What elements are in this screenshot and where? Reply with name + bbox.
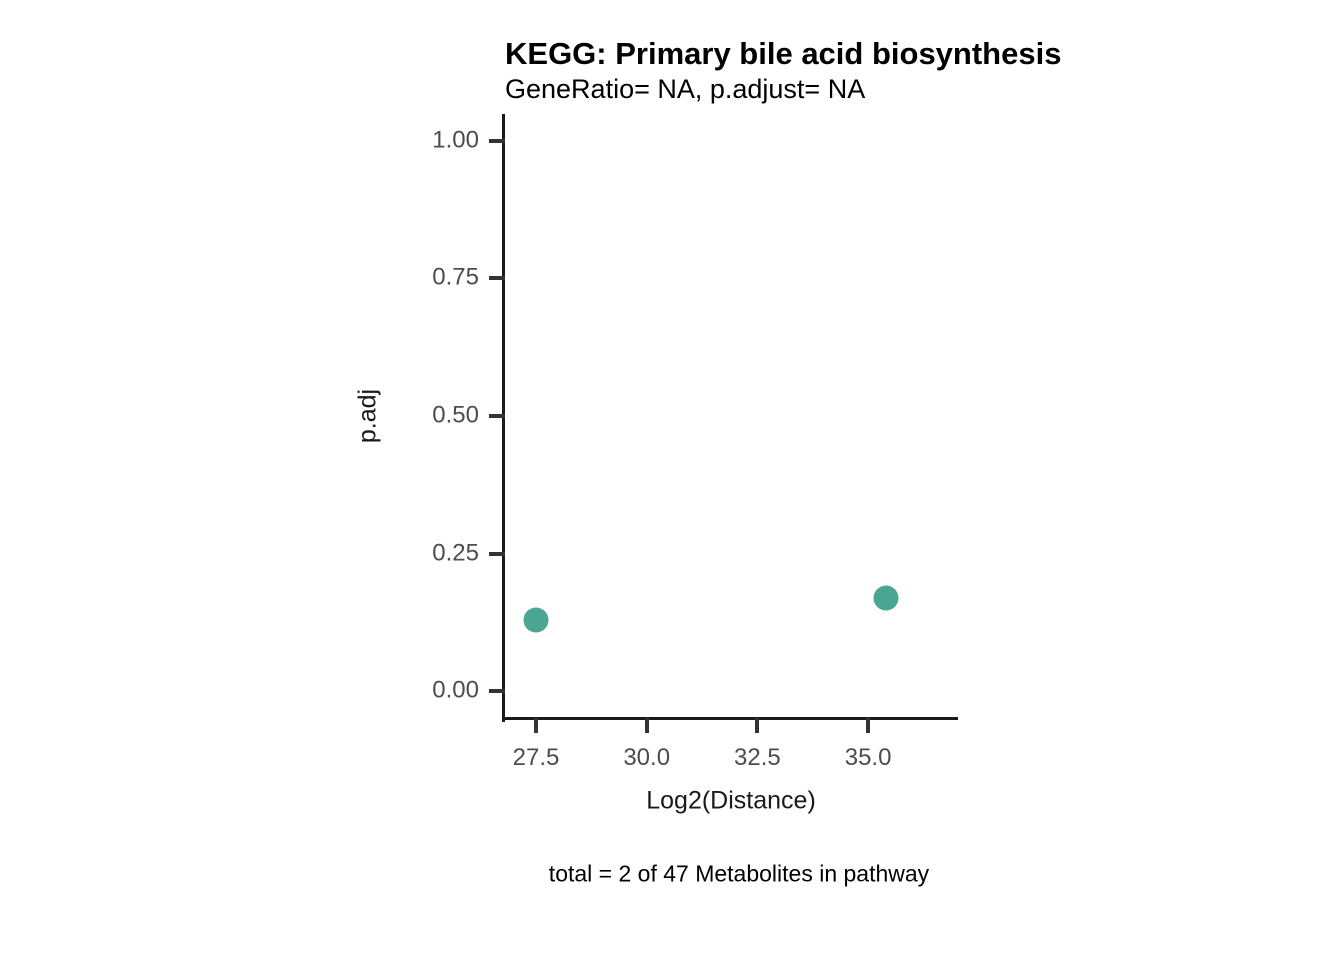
x-tick-label: 30.0 [623,744,671,771]
y-axis-line [502,114,505,722]
y-tick-label: 0.75 [432,263,479,291]
x-tick-label: 35.0 [844,744,892,771]
y-axis-title: p.adj [353,388,382,444]
y-tick-label: 1.00 [432,126,479,154]
y-tick-mark [489,551,505,556]
data-point [523,607,549,633]
x-tick-mark [644,718,649,733]
plot-panel: 0.00 0.25 0.50 0.75 1.00 27.5 30.0 32.5 35.0 [432,114,958,771]
y-tick-mark [489,414,505,418]
x-axis-title: Log2(Distance) [646,786,816,815]
data-point [873,585,899,611]
chart-subtitle: GeneRatio= NA, p.adjust= NA [505,74,866,104]
x-tick-mark [755,718,760,733]
y-tick-label: 0.00 [432,676,479,704]
x-axis-line [502,717,958,720]
y-tick-mark [489,138,505,143]
chart-title: KEGG: Primary bile acid biosynthesis [505,36,1062,71]
x-tick-label: 32.5 [734,744,781,771]
x-tick-mark [533,718,538,733]
y-tick-mark [489,689,505,694]
chart-caption: total = 2 of 47 Metabolites in pathway [548,860,930,887]
y-tick-label: 0.25 [432,538,479,566]
x-tick-mark [866,718,871,733]
y-tick-mark [489,276,505,281]
y-tick-label: 0.50 [432,401,479,429]
x-tick-label: 27.5 [512,744,560,771]
